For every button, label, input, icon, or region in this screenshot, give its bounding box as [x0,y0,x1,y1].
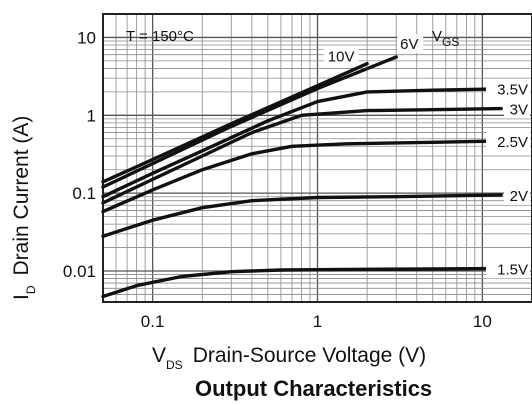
series-label-2V: 2V [510,188,528,205]
series-line-3-5V [101,86,514,199]
series-label-6V: 6V [400,36,418,53]
y-axis-label: IDDrain Current (A) [10,116,38,300]
series-label-bg [504,185,530,205]
chart-title: Output Characteristics [195,376,432,401]
series-line-1-5V [101,266,514,299]
y-tick-label: 0.01 [63,262,96,281]
x-axis-label: VDS Drain-Source Voltage (V) [152,344,426,372]
series-line-2-5V [101,139,514,214]
vgs-label: VGS [432,28,459,49]
series-label-2-5V: 2.5V [497,134,528,151]
series-label-bg [486,79,530,99]
x-tick-label: 10 [473,312,492,331]
series-label-3V: 3V [510,102,528,119]
series-label-bg [486,259,530,279]
y-tick-label: 1 [87,106,96,125]
series-label-bg [504,99,530,119]
series-label-bg [486,131,530,151]
labels: 0.1 1 10 0.01 0.1 1 10 10V 6V 3.5V 3V 2.5V 2V 1.5V [63,28,530,331]
series-label-3-5V: 3.5V [497,82,528,99]
x-tick-label: 1 [313,312,322,331]
series-label-10V: 10V [328,49,355,66]
series-line-6V [101,55,398,189]
x-tick-label: 0.1 [141,312,165,331]
series-line-10V [101,62,369,184]
series-label-bg [323,46,359,66]
series-line-3V [101,106,503,205]
y-tick-label: 0.1 [72,184,96,203]
temperature-label: T = 150°C [126,28,194,45]
curves [101,55,514,299]
series-label-1-5V: 1.5V [497,261,528,278]
plot-frame [102,13,532,303]
y-tick-label: 10 [77,28,96,47]
series-line-2V [101,193,503,238]
series-label-bg [397,34,424,54]
